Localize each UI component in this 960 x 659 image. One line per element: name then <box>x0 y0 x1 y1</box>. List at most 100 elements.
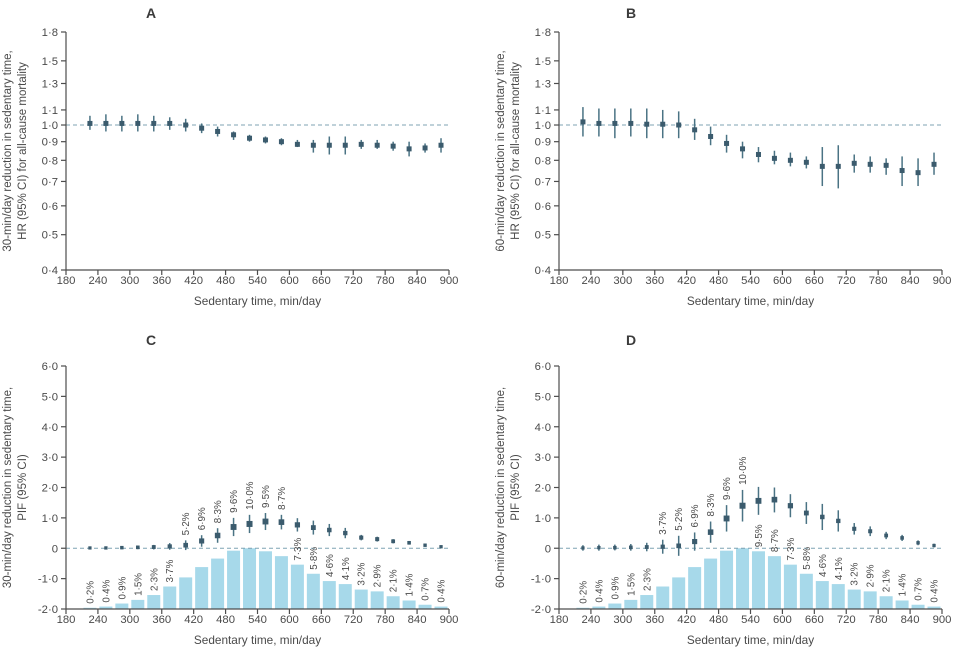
point-marker <box>835 163 841 169</box>
x-tick-label: 660 <box>805 275 824 287</box>
point-marker <box>247 135 253 141</box>
histogram-bar <box>163 586 177 609</box>
pct-label: 5·2% <box>674 508 685 531</box>
x-tick-label: 780 <box>869 275 888 287</box>
point-marker <box>438 142 444 148</box>
x-axis-title: Sedentary time, min/day <box>687 294 814 308</box>
point-marker <box>407 540 411 545</box>
point-marker <box>868 529 873 534</box>
pct-label: 1·4% <box>898 573 909 596</box>
point-marker <box>787 157 793 163</box>
y-axis-title: HR (95% CI) for all-cause mortality <box>510 62 522 240</box>
x-tick-label: 600 <box>773 275 792 287</box>
point-marker <box>852 526 857 531</box>
point-marker <box>644 121 650 127</box>
point-marker <box>343 530 348 536</box>
point-marker <box>867 161 873 167</box>
x-tick-label: 480 <box>216 614 235 626</box>
pct-label: 4·6% <box>325 554 336 577</box>
x-tick-label: 180 <box>550 614 569 626</box>
x-tick-label: 900 <box>440 275 459 287</box>
point-marker <box>199 125 205 131</box>
pct-label: 8·3% <box>706 493 717 516</box>
y-axis-title: 30-min/day reduction in sedentary time, <box>2 50 14 251</box>
histogram-bar <box>863 591 877 609</box>
y-tick-label: 1·5 <box>535 56 551 68</box>
x-tick-label: 360 <box>152 275 171 287</box>
point-marker <box>391 539 396 544</box>
histogram-bar <box>306 573 320 609</box>
pct-label: 8·7% <box>277 487 288 510</box>
x-tick-label: 720 <box>837 614 856 626</box>
point-marker <box>916 541 920 545</box>
histogram-bar <box>688 567 702 609</box>
y-tick-label: -2·0 <box>38 604 58 616</box>
pct-label: 0·9% <box>610 576 621 599</box>
point-marker <box>755 151 761 157</box>
y-tick-label: 1·8 <box>535 27 551 39</box>
histogram-bar <box>815 581 829 609</box>
histogram-bar <box>274 556 288 609</box>
histogram-bar <box>672 577 686 609</box>
x-tick-label: 600 <box>773 614 792 626</box>
point-marker <box>803 159 809 165</box>
y-tick-label: 5·0 <box>42 391 58 403</box>
y-tick-label: 1·5 <box>42 56 58 68</box>
point-marker <box>739 502 746 509</box>
pct-label: 0·4% <box>101 579 112 602</box>
histogram-bar <box>927 606 941 609</box>
x-tick-label: 420 <box>184 614 203 626</box>
x-tick-label: 720 <box>837 275 856 287</box>
pct-label: 8·3% <box>213 500 224 523</box>
histogram-bar <box>290 564 304 609</box>
y-tick-label: -1·0 <box>531 574 551 586</box>
x-tick-label: 300 <box>120 275 139 287</box>
pct-label: 9·5% <box>754 524 765 547</box>
pct-label: 1·5% <box>626 573 637 596</box>
point-marker <box>900 536 904 540</box>
point-marker <box>915 170 921 176</box>
y-tick-label: -1·0 <box>38 574 58 586</box>
histogram-bar <box>115 603 129 609</box>
pct-label: 2·1% <box>389 569 400 592</box>
histogram-bar <box>895 600 909 609</box>
x-tick-label: 360 <box>152 614 171 626</box>
histogram-bar <box>370 591 384 609</box>
histogram-bar <box>704 558 718 609</box>
histogram-bar <box>911 604 925 609</box>
pct-label: 2·3% <box>642 568 653 591</box>
point-marker <box>836 518 841 524</box>
y-tick-label: 0 <box>52 543 58 555</box>
y-tick-label: 6·0 <box>42 361 58 373</box>
x-tick-label: 600 <box>280 275 299 287</box>
histogram-bar <box>147 595 161 609</box>
y-tick-label: 1·3 <box>535 78 551 90</box>
point-marker <box>692 539 698 545</box>
histogram-bar <box>576 607 590 609</box>
point-marker <box>884 533 889 538</box>
pct-label: 8·7% <box>770 529 781 552</box>
histogram-bar <box>338 584 352 609</box>
pct-label: 0·4% <box>930 579 941 602</box>
pct-label: 3·2% <box>850 562 861 585</box>
x-tick-label: 420 <box>677 275 696 287</box>
histogram-bar <box>386 596 400 609</box>
point-marker <box>310 142 316 148</box>
y-tick-label: 0·9 <box>535 137 551 149</box>
point-marker <box>88 546 92 550</box>
point-marker <box>771 155 777 161</box>
x-tick-label: 360 <box>645 275 664 287</box>
y-tick-label: 1·3 <box>42 78 58 90</box>
y-tick-label: 3·0 <box>535 452 551 464</box>
point-marker <box>932 543 936 548</box>
x-tick-label: 600 <box>280 614 299 626</box>
y-tick-label: 0·5 <box>42 230 58 242</box>
point-marker <box>676 543 682 549</box>
y-tick-label: 2·0 <box>42 483 58 495</box>
histogram-bar <box>720 550 734 609</box>
histogram-bar <box>656 586 670 609</box>
pct-label: 9·6% <box>229 490 240 513</box>
pct-label: 0·4% <box>594 579 605 602</box>
